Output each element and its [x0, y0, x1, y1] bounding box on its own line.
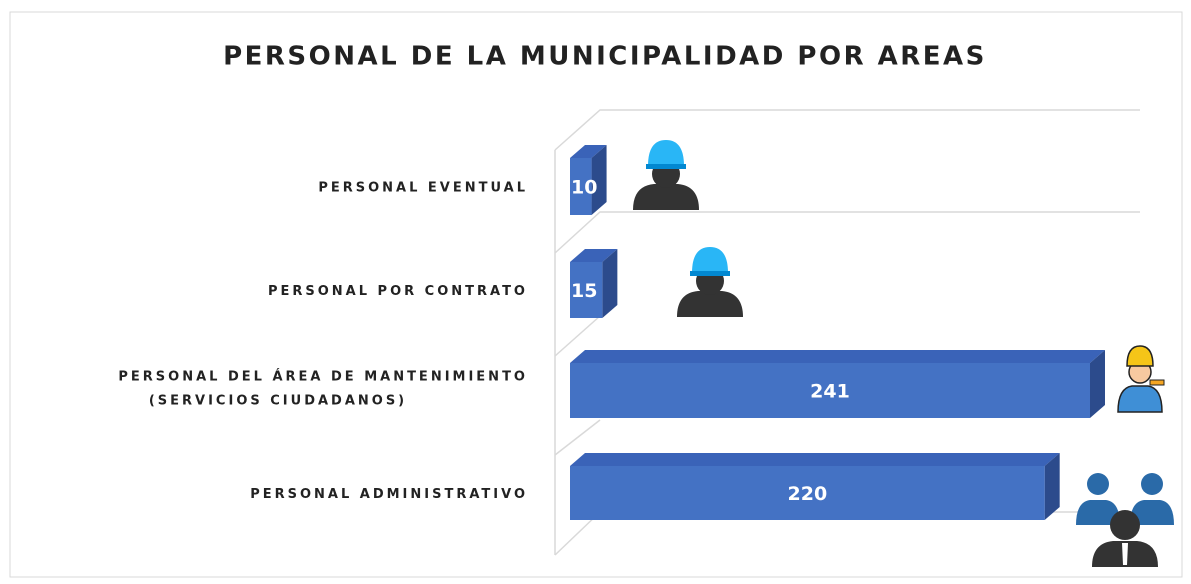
value-label: 220 [788, 483, 828, 505]
bar-top [570, 249, 618, 262]
value-label: 10 [571, 177, 597, 199]
bar-top [570, 145, 607, 158]
bar-top [570, 453, 1060, 466]
bar-top [570, 350, 1105, 363]
bar-side [1044, 453, 1060, 520]
category-label: PERSONAL ADMINISTRATIVO [250, 487, 528, 502]
bar [570, 262, 603, 318]
bar-side [602, 249, 618, 318]
staff-icon [1092, 510, 1158, 567]
chart-title: PERSONAL DE LA MUNICIPALIDAD POR AREAS [223, 42, 987, 72]
bar-side [1090, 350, 1105, 418]
bar [570, 158, 592, 215]
maintenance-icon [1117, 345, 1165, 413]
category-label: PERSONAL EVENTUAL [318, 181, 528, 196]
staff-icon [1130, 473, 1174, 525]
worker-icon [633, 140, 699, 210]
value-label: 241 [810, 381, 850, 403]
category-label: PERSONAL POR CONTRATO [268, 284, 528, 299]
icons [633, 140, 1174, 567]
worker-icon [677, 247, 743, 317]
value-label: 15 [571, 280, 597, 302]
bar [570, 363, 1090, 418]
bar [570, 466, 1045, 520]
staff-icon [1076, 473, 1120, 525]
bar-side [591, 145, 607, 215]
category-label: PERSONAL DEL ÁREA DE MANTENIMIENTO (SERVI… [118, 369, 528, 409]
